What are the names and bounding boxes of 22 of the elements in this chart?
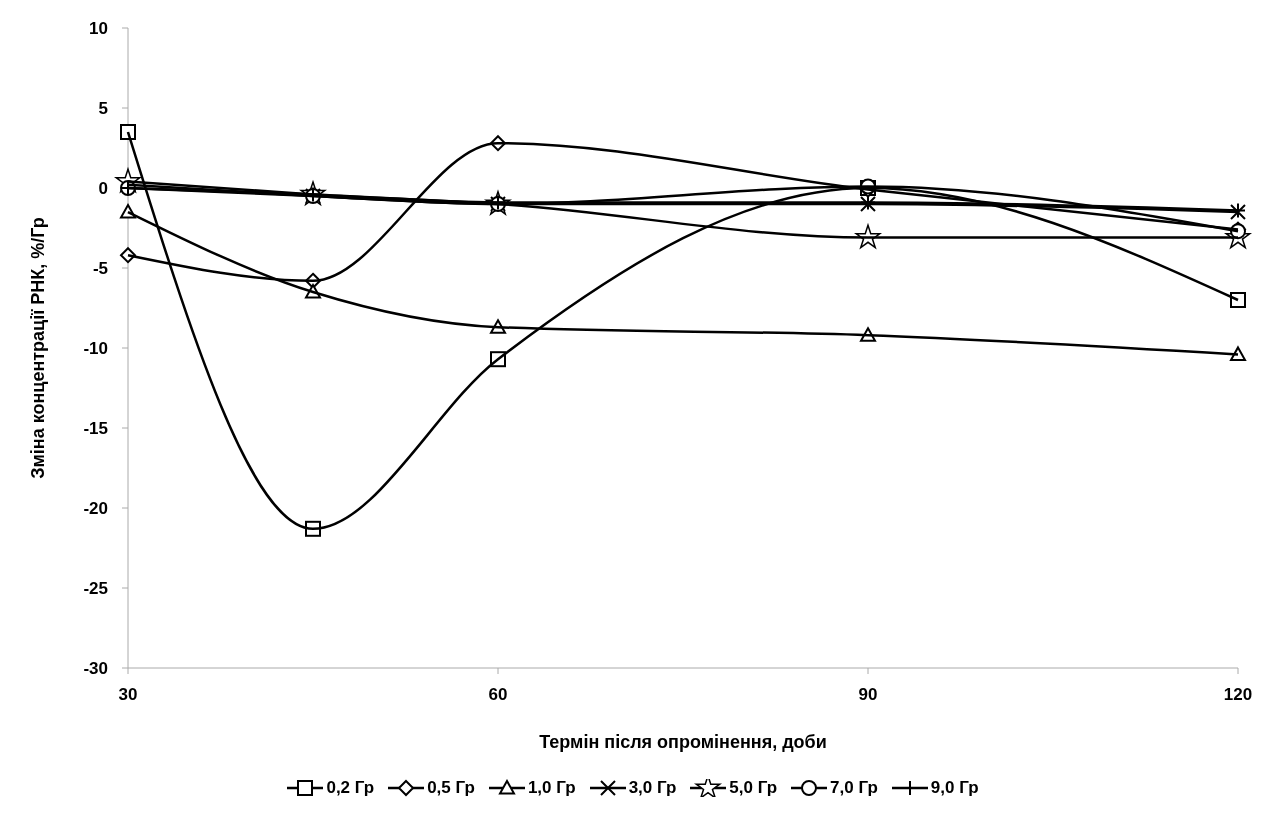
y-tick-label: 10 [89, 19, 108, 39]
x-axis-title: Термін після опромінення, доби [539, 732, 827, 752]
x-tick-label: 120 [1223, 685, 1253, 705]
legend-label: 3,0 Гр [628, 778, 677, 798]
x-tick-label: 60 [488, 685, 508, 705]
y-tick-label: 0 [98, 179, 108, 199]
y-tick-label: 5 [98, 99, 108, 119]
y-tick-label: -20 [83, 499, 108, 519]
y-tick-label: -10 [83, 339, 108, 359]
legend-label: 0,5 Гр [427, 778, 475, 798]
legend-label: 0,2 Гр [326, 778, 375, 798]
legend-label: 7,0 Гр [830, 778, 878, 798]
x-tick-label: 90 [858, 685, 878, 705]
legend-label: 5,0 Гр [729, 778, 778, 798]
y-tick-label: -5 [92, 259, 108, 279]
legend-label: 1,0 Гр [527, 778, 576, 798]
x-tick-label: 30 [118, 685, 138, 705]
y-tick-label: -25 [83, 579, 108, 599]
y-axis-title: Зміна концентрації РНК, %/Гр [28, 217, 49, 479]
y-tick-label: -15 [83, 419, 108, 439]
y-tick-label: -30 [83, 659, 108, 679]
legend-label: 9,0 Гр [930, 778, 979, 798]
